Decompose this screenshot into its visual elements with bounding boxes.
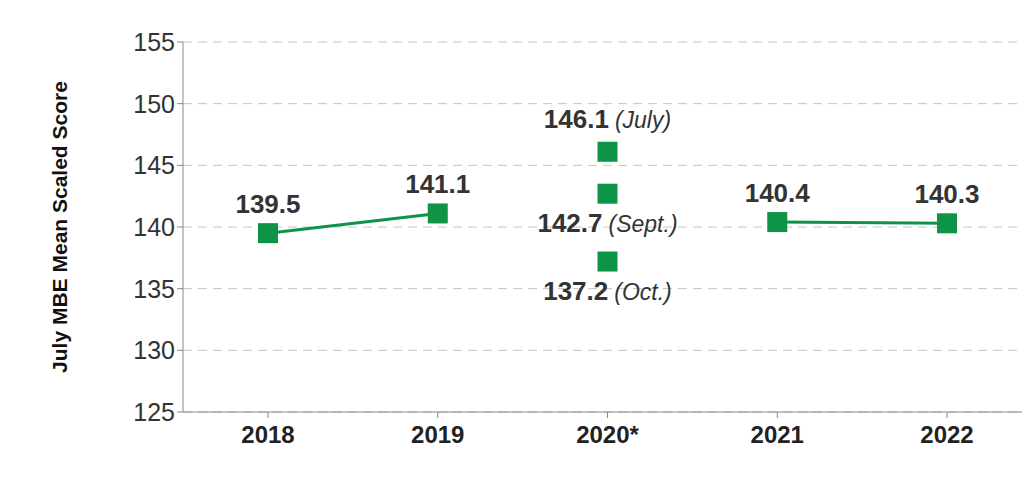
svg-text:139.5: 139.5	[235, 189, 300, 219]
svg-text:2022: 2022	[920, 421, 973, 448]
svg-text:130: 130	[133, 336, 175, 364]
svg-text:2020*: 2020*	[576, 421, 639, 448]
svg-text:146.1(July): 146.1(July)	[544, 104, 671, 134]
svg-text:140: 140	[133, 213, 175, 241]
svg-text:145: 145	[133, 151, 175, 179]
svg-text:155: 155	[133, 28, 175, 56]
svg-text:142.7(Sept.): 142.7(Sept.)	[537, 208, 677, 238]
svg-text:137.2(Oct.): 137.2(Oct.)	[543, 276, 672, 306]
svg-text:2021: 2021	[751, 421, 804, 448]
svg-text:140.3: 140.3	[914, 179, 979, 209]
svg-text:July MBE Mean Scaled Score: July MBE Mean Scaled Score	[48, 81, 71, 373]
svg-text:150: 150	[133, 90, 175, 118]
svg-text:2019: 2019	[411, 421, 464, 448]
svg-text:2018: 2018	[241, 421, 294, 448]
svg-text:141.1: 141.1	[405, 169, 470, 199]
svg-text:140.4: 140.4	[745, 178, 811, 208]
svg-text:135: 135	[133, 275, 175, 303]
svg-text:125: 125	[133, 398, 175, 426]
